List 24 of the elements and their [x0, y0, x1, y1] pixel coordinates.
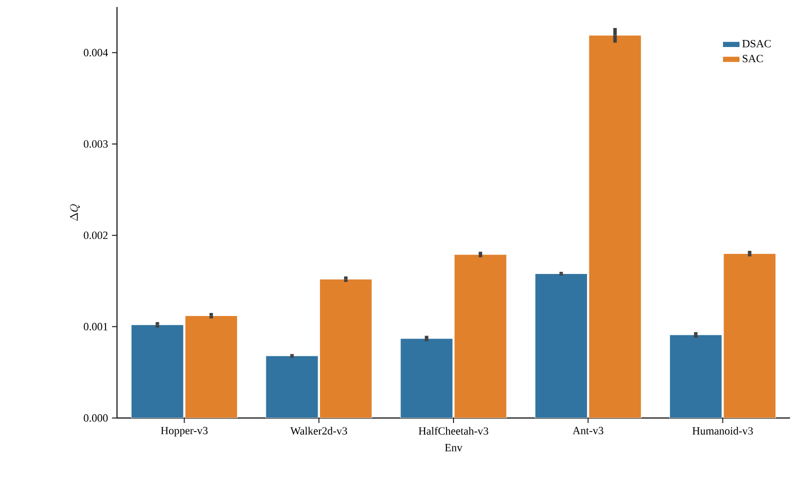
- bar: [131, 324, 184, 418]
- bar: [266, 356, 318, 418]
- y-tick-label: 0.002: [84, 232, 108, 240]
- bar: [454, 254, 507, 418]
- x-tick-label: Walker2d-v3: [290, 426, 348, 435]
- y-tick-label: 0.001: [84, 322, 108, 330]
- bar: [534, 273, 588, 418]
- bar: [184, 315, 238, 418]
- y-tick-label: 0.003: [84, 140, 108, 148]
- x-axis-title: Env: [444, 444, 462, 452]
- legend-label: SAC: [742, 54, 763, 62]
- x-tick-label: HalfCheetah-v3: [418, 426, 488, 435]
- y-tick-label: 0.000: [84, 414, 108, 422]
- bar: [319, 278, 372, 418]
- x-tick-label: Ant-v3: [572, 426, 604, 434]
- legend-label: DSAC: [742, 40, 771, 48]
- x-tick-label: Hopper-v3: [160, 426, 208, 436]
- bar: [669, 334, 722, 418]
- y-tick-label: 0.004: [84, 48, 108, 56]
- y-axis-title: $\Delta Q$: [70, 204, 80, 221]
- bar: [723, 253, 776, 418]
- bar: [400, 338, 453, 418]
- x-tick-label: Humanoid-v3: [692, 426, 753, 435]
- bar: [588, 35, 642, 418]
